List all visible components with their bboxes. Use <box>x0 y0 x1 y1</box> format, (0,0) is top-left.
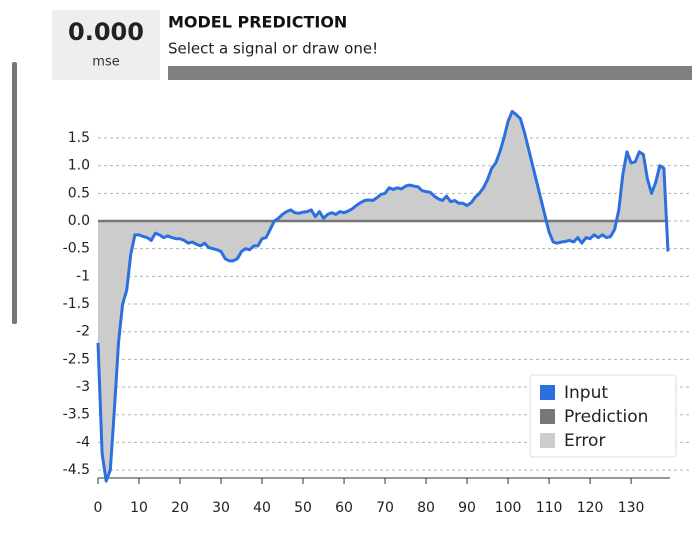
y-tick-label: -4 <box>76 434 90 450</box>
legend-box <box>529 374 677 458</box>
x-tick-label: 110 <box>536 500 563 516</box>
y-tick-label: -2 <box>76 324 90 340</box>
x-tick-label: 40 <box>253 500 271 516</box>
x-tick-label: 70 <box>376 500 394 516</box>
y-tick-label: -3.5 <box>63 407 90 423</box>
legend-swatch <box>540 385 555 400</box>
y-tick-label: 0.5 <box>68 185 90 201</box>
y-tick-label: 1.0 <box>68 158 90 174</box>
legend-label: Input <box>564 383 608 403</box>
score-box <box>52 10 160 80</box>
x-tick-label: 80 <box>417 500 435 516</box>
legend-label: Error <box>564 431 605 451</box>
x-tick-label: 120 <box>577 500 604 516</box>
score-label: mse <box>92 55 119 70</box>
y-tick-label: 1.5 <box>68 130 90 146</box>
x-tick-label: 90 <box>458 500 476 516</box>
x-tick-label: 100 <box>495 500 522 516</box>
x-tick-label: 50 <box>294 500 312 516</box>
error-area <box>98 111 668 482</box>
x-tick-label: 10 <box>130 500 148 516</box>
legend-swatch <box>540 409 555 424</box>
y-tick-label: -4.5 <box>63 462 90 478</box>
x-tick-label: 20 <box>171 500 189 516</box>
y-tick-label: -1 <box>76 268 90 284</box>
legend-label: Prediction <box>564 407 648 427</box>
x-tick-label: 0 <box>94 500 103 516</box>
y-tick-label: -2.5 <box>63 351 90 367</box>
progress-bar <box>168 66 692 80</box>
title: MODEL PREDICTION <box>168 13 347 32</box>
y-tick-label: 0.0 <box>68 213 90 229</box>
y-tick-label: -1.5 <box>63 296 90 312</box>
y-tick-label: -3 <box>76 379 90 395</box>
scrollbar[interactable] <box>12 62 17 324</box>
y-tick-label: -0.5 <box>63 241 90 257</box>
subtitle: Select a signal or draw one! <box>168 40 378 58</box>
x-tick-label: 30 <box>212 500 230 516</box>
legend-swatch <box>540 433 555 448</box>
x-tick-label: 60 <box>335 500 353 516</box>
score: 0.000 <box>68 18 144 46</box>
input-line <box>96 109 670 483</box>
x-tick-label: 130 <box>618 500 645 516</box>
